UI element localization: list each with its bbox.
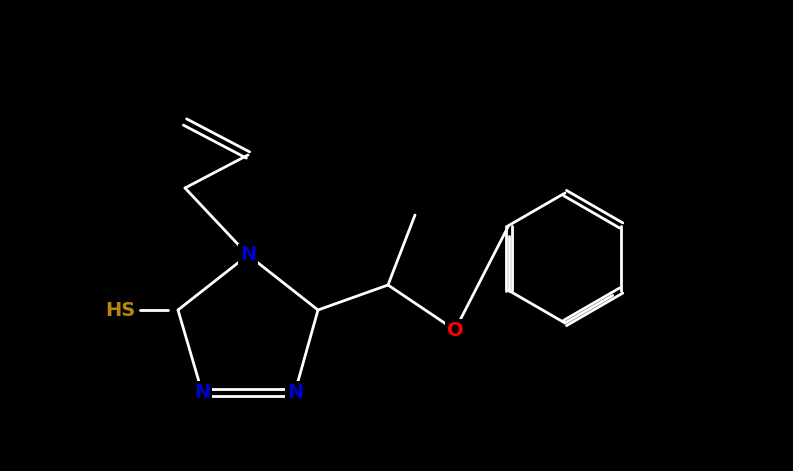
Text: O: O	[446, 320, 463, 340]
Text: HS: HS	[105, 300, 135, 319]
Text: N: N	[239, 245, 256, 265]
Text: N: N	[193, 382, 210, 401]
Text: N: N	[287, 382, 303, 401]
